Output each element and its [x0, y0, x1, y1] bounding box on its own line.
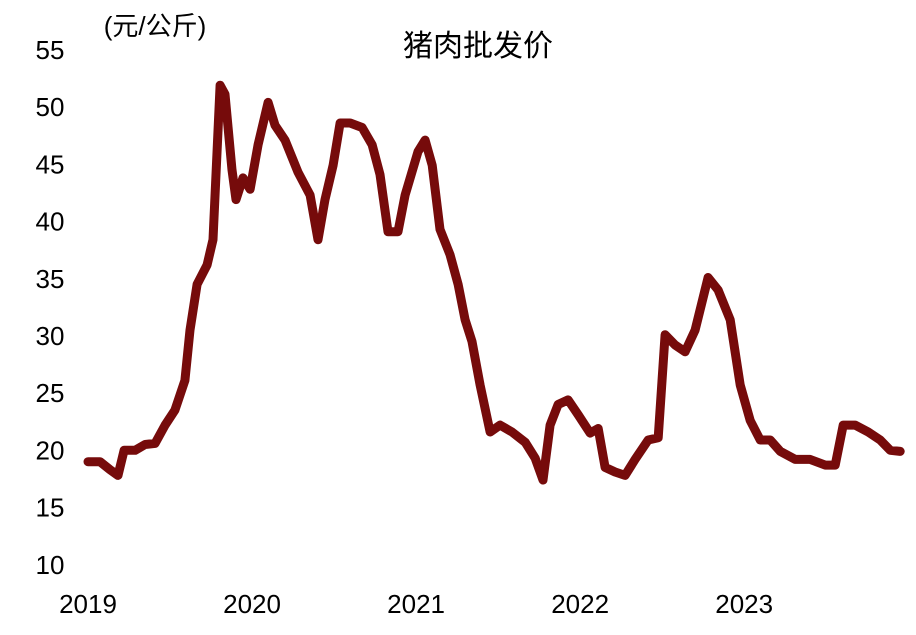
x-tick-label: 2020	[223, 589, 281, 619]
x-tick-label: 2023	[715, 589, 773, 619]
y-tick-label: 35	[36, 264, 65, 294]
y-tick-label: 40	[36, 207, 65, 237]
y-tick-label: 15	[36, 493, 65, 523]
chart-title: 猪肉批发价	[403, 30, 553, 63]
y-tick-label: 30	[36, 321, 65, 351]
x-tick-label: 2021	[387, 589, 445, 619]
y-tick-label: 50	[36, 92, 65, 122]
y-tick-label: 45	[36, 149, 65, 179]
price-line	[83, 80, 905, 485]
y-tick-label: 10	[36, 550, 65, 580]
x-tick-label: 2022	[551, 589, 609, 619]
y-tick-label: 25	[36, 378, 65, 408]
y-axis-label: (元/公斤)	[104, 11, 207, 41]
y-tick-label: 20	[36, 435, 65, 465]
y-tick-label: 55	[36, 35, 65, 65]
x-tick-label: 2019	[59, 589, 117, 619]
